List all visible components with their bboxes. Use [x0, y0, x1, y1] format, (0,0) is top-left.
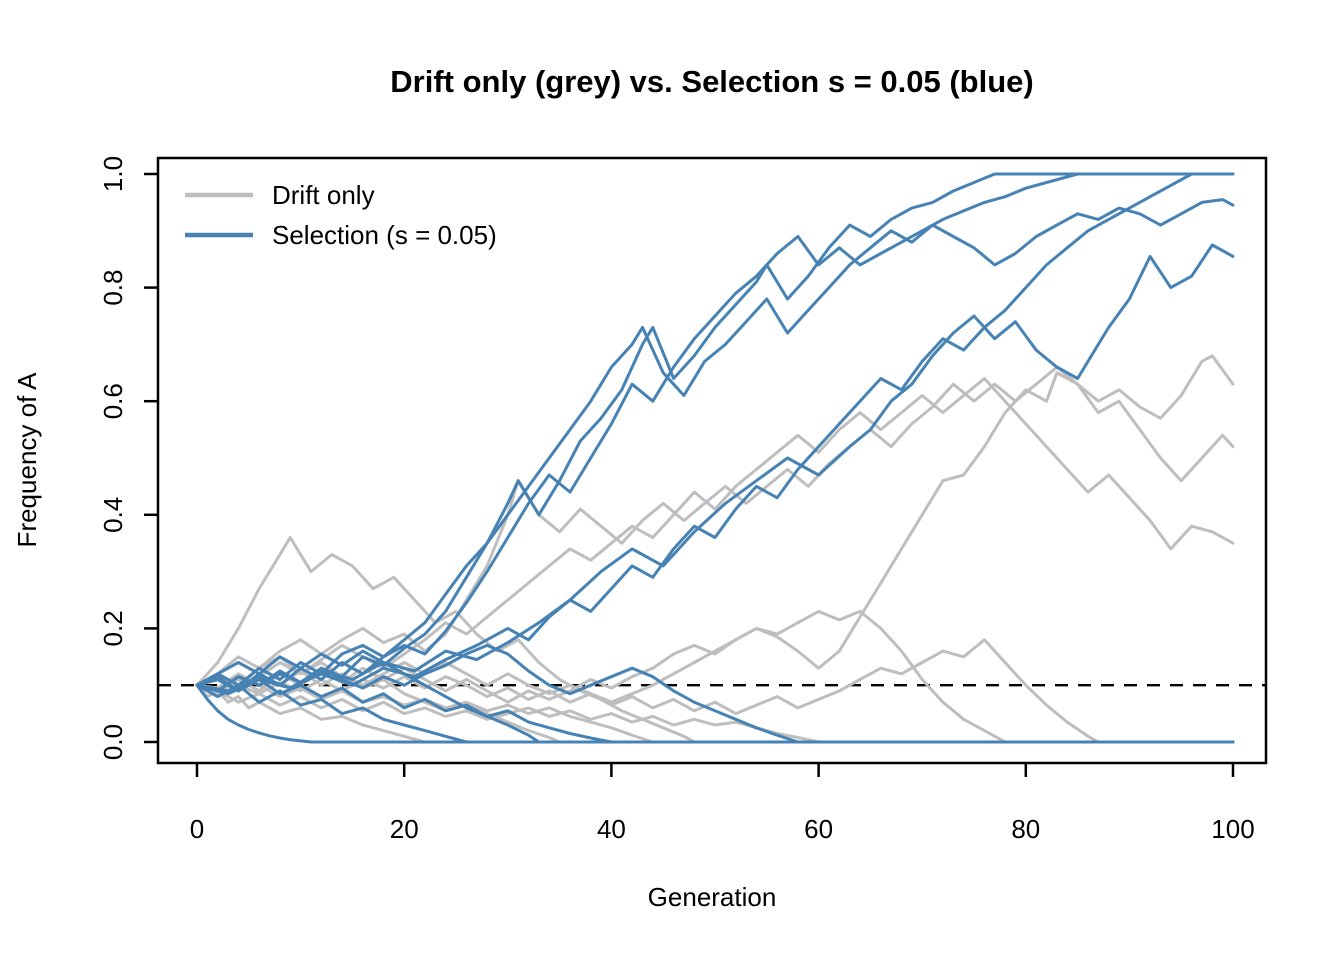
- axes-layer: 0 20 40 60 80 100 0.0 0.2 0.4 0.6 0.8 1.0: [98, 156, 1255, 844]
- y-tick-label: 0.2: [98, 610, 128, 646]
- legend-selection-label: Selection (s = 0.05): [272, 220, 497, 250]
- trajectory-drift-10: [195, 683, 1235, 744]
- y-tick-label: 0.4: [98, 497, 128, 533]
- y-tick-label: 1.0: [98, 156, 128, 192]
- trajectory-selection-5: [195, 243, 1235, 693]
- x-tick-label: 80: [1011, 814, 1040, 844]
- legend-drift-label: Drift only: [272, 180, 375, 210]
- x-tick-label: 40: [597, 814, 626, 844]
- trajectory-selection-3: [195, 172, 1235, 696]
- trajectory-drift-4: [195, 377, 1235, 693]
- trajectory-selection-8: [195, 675, 1235, 744]
- trajectory-selection-10: [195, 649, 1235, 744]
- y-tick-label: 0.6: [98, 383, 128, 419]
- chart-title: Drift only (grey) vs. Selection s = 0.05…: [390, 64, 1033, 99]
- trajectory-selection-9: [195, 643, 1235, 744]
- x-tick-label: 100: [1211, 814, 1254, 844]
- y-axis-title: Frequency of A: [12, 372, 42, 548]
- trajectory-selection-4: [195, 198, 1235, 687]
- x-tick-label: 0: [190, 814, 204, 844]
- x-tick-label: 20: [390, 814, 419, 844]
- legend: Drift only Selection (s = 0.05): [185, 180, 497, 250]
- trajectory-selection-1: [195, 172, 1235, 693]
- x-axis-title: Generation: [648, 882, 777, 912]
- trajectory-drift-2: [195, 354, 1235, 687]
- plot-series-layer: [158, 172, 1266, 744]
- trajectory-drift-8: [195, 655, 1235, 744]
- y-tick-label: 0.8: [98, 270, 128, 306]
- trajectory-selection-7: [195, 683, 1235, 744]
- plot-border-box: [156, 156, 1268, 765]
- x-tick-label: 60: [804, 814, 833, 844]
- y-tick-label: 0.0: [98, 724, 128, 760]
- trajectory-selection-6: [195, 683, 1235, 744]
- trajectory-selection-2: [195, 172, 1235, 693]
- trajectory-drift-1: [195, 536, 1235, 744]
